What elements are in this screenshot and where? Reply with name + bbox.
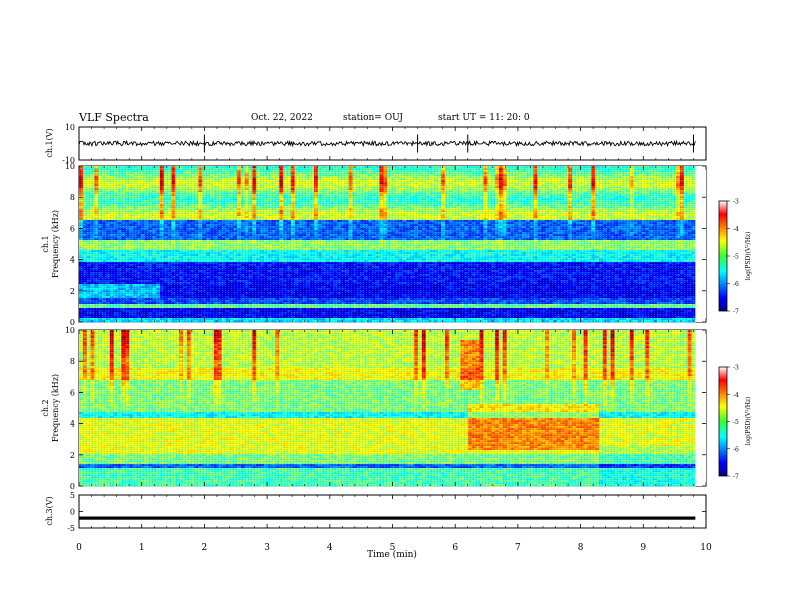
ch1-colorbar (718, 200, 728, 312)
ch1-colorbar-label: log(PSD)(V²/Hz) (745, 232, 752, 281)
ch1-cb-tick-label--7: -7 (733, 309, 739, 316)
ch1-spec-ytick-label-0: 0 (70, 318, 75, 327)
ch2-spectrogram-image (79, 330, 706, 487)
ch3-wave-ytick-label-0: 0 (70, 508, 75, 517)
ch3-waveform-ylabel: ch.3(V) (45, 496, 54, 525)
ch1-waveform-trace (78, 134, 696, 153)
x-tick-label-0: 0 (76, 543, 82, 553)
start-time-label: start UT = 11: 20: 0 (438, 113, 530, 123)
ch1-spec-ytick-label-4: 4 (70, 256, 75, 265)
ch2-cb-tick-label--7: -7 (733, 474, 739, 481)
ch2-spec-ytick-label-4: 4 (70, 420, 75, 429)
ch1-spec-ytick-label-10: 10 (65, 162, 75, 171)
x-tick-label-3: 3 (264, 543, 270, 553)
ch3-wave-ytick-label--5: -5 (67, 524, 75, 533)
ch1-spectrogram-ylabel-1: ch.1 (41, 235, 50, 252)
ch2-cb-tick-label--3: -3 (733, 365, 739, 372)
ch2-spectrogram-ylabel-2: Frequency (kHz) (51, 374, 60, 442)
ch1-waveform-ylabel: ch.1(V) (45, 128, 54, 157)
x-tick-label-2: 2 (202, 543, 208, 553)
axes-layer: 0 1 2 3 4 5 6 7 8 9 1010-100246810024681050-5-3-4-… (62, 123, 739, 553)
ch2-cb-tick-label--4: -4 (733, 392, 739, 399)
station-label: station= OUJ (343, 113, 403, 123)
ch1-spectrogram-image (79, 166, 706, 323)
ch2-colorbar-label: log(PSD)(V²/Hz) (745, 397, 752, 446)
x-tick-label-7: 7 (515, 543, 521, 553)
ch2-spectrogram-ylabel-1: ch.2 (41, 399, 50, 416)
ch1-cb-tick-label--6: -6 (733, 281, 739, 288)
ch2-spec-ytick-label-8: 8 (70, 357, 75, 366)
ch2-cb-tick-label--5: -5 (733, 419, 739, 426)
ch1-cb-tick-label--4: -4 (733, 226, 739, 233)
x-tick-label-4: 4 (327, 543, 333, 553)
ch1-wave-ytick-label-10: 10 (65, 123, 75, 132)
ch2-spec-ytick-label-0: 0 (70, 482, 75, 491)
date-label: Oct. 22, 2022 (251, 113, 313, 123)
chart-title: VLF Spectra (79, 111, 149, 124)
ch3-waveform-line (79, 516, 696, 520)
ch2-spec-ytick-label-6: 6 (70, 388, 75, 397)
ch3-waveform-trace (79, 516, 696, 520)
ch1-wave-ytick-label--10: -10 (62, 156, 75, 165)
ch1-spec-ytick-label-6: 6 (70, 224, 75, 233)
ch2-spec-ytick-label-10: 10 (65, 326, 75, 335)
x-tick-label-6: 6 (452, 543, 458, 553)
x-tick-label-8: 8 (578, 543, 584, 553)
ch1-spectrogram-ylabel-2: Frequency (kHz) (51, 210, 60, 278)
ch1-cb-tick-label--5: -5 (733, 254, 739, 261)
x-tick-label-9: 9 (640, 543, 646, 553)
x-tick-label-5: 5 (390, 543, 396, 553)
ch3-wave-ytick-label-5: 5 (70, 491, 75, 500)
ch1-cb-tick-label--3: -3 (733, 199, 739, 206)
x-tick-label-1: 1 (139, 543, 145, 553)
x-axis-label: Time (min) (367, 549, 417, 560)
ch1-waveform-line (78, 139, 696, 148)
ch2-cb-tick-label--6: -6 (733, 446, 739, 453)
x-tick-label-10: 10 (700, 543, 712, 553)
ch2-spec-ytick-label-2: 2 (70, 451, 75, 460)
ch2-colorbar (718, 366, 728, 477)
ch1-spec-ytick-label-8: 8 (70, 193, 75, 202)
ch1-spec-ytick-label-2: 2 (70, 287, 75, 296)
ch3-waveform-frame (78, 494, 707, 529)
